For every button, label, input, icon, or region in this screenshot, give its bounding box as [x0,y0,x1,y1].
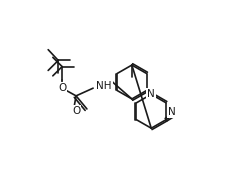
Text: O: O [72,106,80,116]
Text: N: N [168,107,176,117]
Text: O: O [58,83,66,93]
Text: N: N [147,89,155,99]
Text: NH: NH [96,81,112,91]
